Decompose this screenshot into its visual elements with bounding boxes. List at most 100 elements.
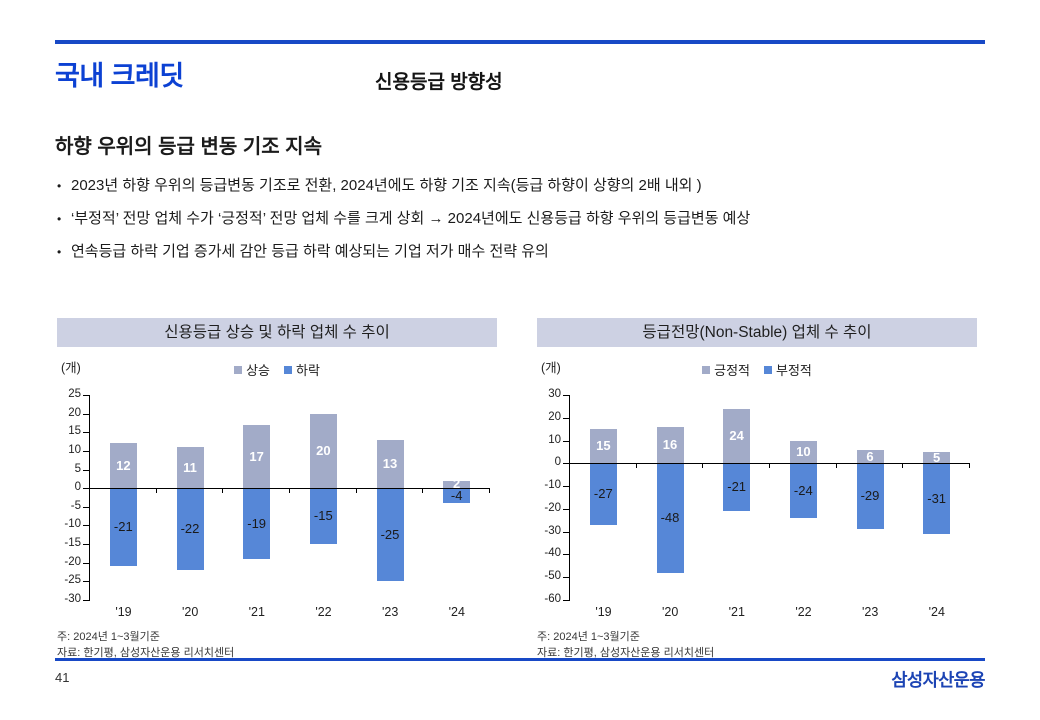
y-axis-tick bbox=[563, 417, 570, 419]
x-axis-tick bbox=[422, 488, 423, 494]
legend-swatch-positive-icon bbox=[702, 365, 711, 374]
bar-segment bbox=[723, 408, 751, 464]
y-axis-tick bbox=[83, 469, 90, 471]
bar-segment bbox=[443, 488, 471, 504]
bar-segment bbox=[109, 488, 137, 567]
y-tick-label: 10 bbox=[548, 433, 561, 446]
bar-value-label: -19 bbox=[247, 515, 267, 531]
y-tick-label: 10 bbox=[68, 443, 81, 456]
y-tick-label: -20 bbox=[544, 501, 561, 514]
axis-unit-label: (개) bbox=[541, 361, 561, 375]
bar-segment bbox=[376, 488, 404, 582]
chart-meta-row: (개) 긍정적 부정적 bbox=[537, 355, 977, 381]
bar-segment bbox=[176, 488, 204, 571]
chart-title: 등급전망(Non-Stable) 업체 수 추이 bbox=[537, 318, 977, 347]
y-axis-tick bbox=[83, 544, 90, 546]
x-tick-label: '19 bbox=[595, 605, 612, 619]
bar-segment bbox=[656, 463, 684, 573]
page-title: 국내 크레딧 bbox=[55, 61, 184, 91]
section-heading: 하향 우위의 등급 변동 기조 지속 bbox=[55, 136, 322, 158]
legend-label: 긍정적 bbox=[714, 363, 750, 378]
bullet-text: 2023년 하향 우위의 등급변동 기조로 전환, 2024년에도 하향 기조 … bbox=[71, 177, 702, 194]
bar-chart-plot: 30 20 10 0 -10 -20 -30 -40 -50 -60 '19 '20 '21 '22 '23… bbox=[544, 388, 970, 619]
y-tick-label: -40 bbox=[544, 547, 561, 560]
bar-value-label: 20 bbox=[316, 442, 331, 458]
x-axis-tick bbox=[702, 463, 703, 469]
chart-legend: 상승 하락 bbox=[57, 355, 497, 379]
bullet-item: • 2023년 하향 우위의 등급변동 기조로 전환, 2024년에도 하향 기… bbox=[57, 176, 987, 196]
y-axis-tick bbox=[83, 506, 90, 508]
bar-value-label: -48 bbox=[660, 510, 680, 525]
y-tick-label: 25 bbox=[68, 388, 81, 400]
x-axis-line bbox=[90, 488, 490, 490]
bar-segment bbox=[589, 429, 617, 464]
bar-value-label: -21 bbox=[113, 519, 133, 535]
y-tick-label: -25 bbox=[64, 574, 81, 587]
y-tick-label: 0 bbox=[74, 481, 81, 494]
chart-title: 신용등급 상승 및 하락 업체 수 추이 bbox=[57, 318, 497, 347]
legend-item-positive: 긍정적 bbox=[702, 360, 750, 379]
bar-value-label: -21 bbox=[727, 479, 747, 495]
bar-value-label: -24 bbox=[793, 482, 813, 498]
bar-segment bbox=[243, 424, 271, 489]
bar-value-label: 13 bbox=[382, 455, 398, 471]
x-axis-tick bbox=[836, 463, 837, 469]
bar-value-label: -15 bbox=[313, 508, 333, 524]
bar-value-label: -22 bbox=[180, 521, 200, 537]
bar-segment bbox=[176, 447, 204, 489]
bar-segment bbox=[376, 439, 404, 489]
y-tick-label: 15 bbox=[68, 425, 81, 438]
y-axis-tick bbox=[83, 525, 90, 527]
bullet-icon: • bbox=[57, 245, 62, 259]
bar-value-label: 6 bbox=[866, 448, 874, 464]
bar-segment bbox=[723, 463, 751, 512]
y-axis-tick bbox=[83, 581, 90, 583]
x-axis-line bbox=[570, 463, 970, 465]
x-axis-tick bbox=[356, 488, 357, 494]
y-tick-label: 30 bbox=[548, 388, 561, 400]
bullet-icon: • bbox=[57, 212, 62, 226]
bar-segment bbox=[309, 488, 337, 545]
x-tick-label: '21 bbox=[248, 605, 265, 619]
bar-value-label: -4 bbox=[450, 487, 463, 503]
y-tick-label: 0 bbox=[554, 456, 561, 469]
bullet-icon: • bbox=[57, 179, 62, 193]
x-tick-label: '22 bbox=[795, 605, 812, 619]
bar-value-label: 15 bbox=[596, 438, 611, 454]
x-axis-tick bbox=[969, 463, 970, 469]
page-number: 41 bbox=[55, 670, 70, 685]
bullet-list: • 2023년 하향 우위의 등급변동 기조로 전환, 2024년에도 하향 기… bbox=[57, 176, 987, 275]
legend-swatch-down-icon bbox=[284, 365, 292, 374]
x-tick-label: '21 bbox=[728, 605, 745, 619]
x-axis-tick bbox=[156, 488, 157, 494]
y-axis-tick bbox=[563, 600, 570, 601]
bar-value-label: 17 bbox=[249, 448, 264, 464]
y-axis-tick bbox=[83, 432, 90, 434]
y-tick-label: -30 bbox=[544, 524, 561, 537]
bar-value-label: 24 bbox=[729, 428, 744, 443]
y-axis-tick bbox=[563, 554, 570, 556]
y-axis-tick bbox=[83, 413, 90, 415]
x-tick-label: '20 bbox=[182, 605, 199, 619]
legend-swatch-negative-icon bbox=[764, 365, 772, 374]
y-tick-label: -15 bbox=[64, 537, 81, 550]
y-tick-label: -50 bbox=[544, 570, 561, 583]
x-axis-tick bbox=[489, 488, 490, 494]
x-tick-label: '20 bbox=[662, 605, 679, 619]
x-axis-tick bbox=[289, 488, 290, 494]
bar-value-label: 12 bbox=[116, 457, 131, 473]
y-axis-tick bbox=[83, 395, 90, 396]
bullet-item: • ‘부정적’ 전망 업체 수가 ‘긍정적’ 전망 업체 수를 크게 상회 → … bbox=[57, 209, 987, 229]
bar-value-label: 5 bbox=[933, 449, 941, 465]
y-tick-label: -60 bbox=[544, 593, 561, 605]
company-logo: 삼성자산운용 bbox=[891, 670, 985, 690]
bar-chart-plot: 25 20 15 10 5 0 -5 -10 -15 -20 -25 -30 '19 '20 '21 '22 '… bbox=[64, 388, 490, 619]
bar-value-label: 10 bbox=[796, 443, 811, 459]
bar-segment bbox=[789, 463, 817, 518]
y-axis-tick bbox=[563, 395, 570, 396]
bar-segment bbox=[243, 488, 271, 559]
legend-item-up: 상승 bbox=[234, 360, 270, 379]
y-axis-tick bbox=[83, 562, 90, 564]
bar-segment bbox=[656, 426, 684, 464]
y-tick-label: 20 bbox=[68, 406, 81, 419]
